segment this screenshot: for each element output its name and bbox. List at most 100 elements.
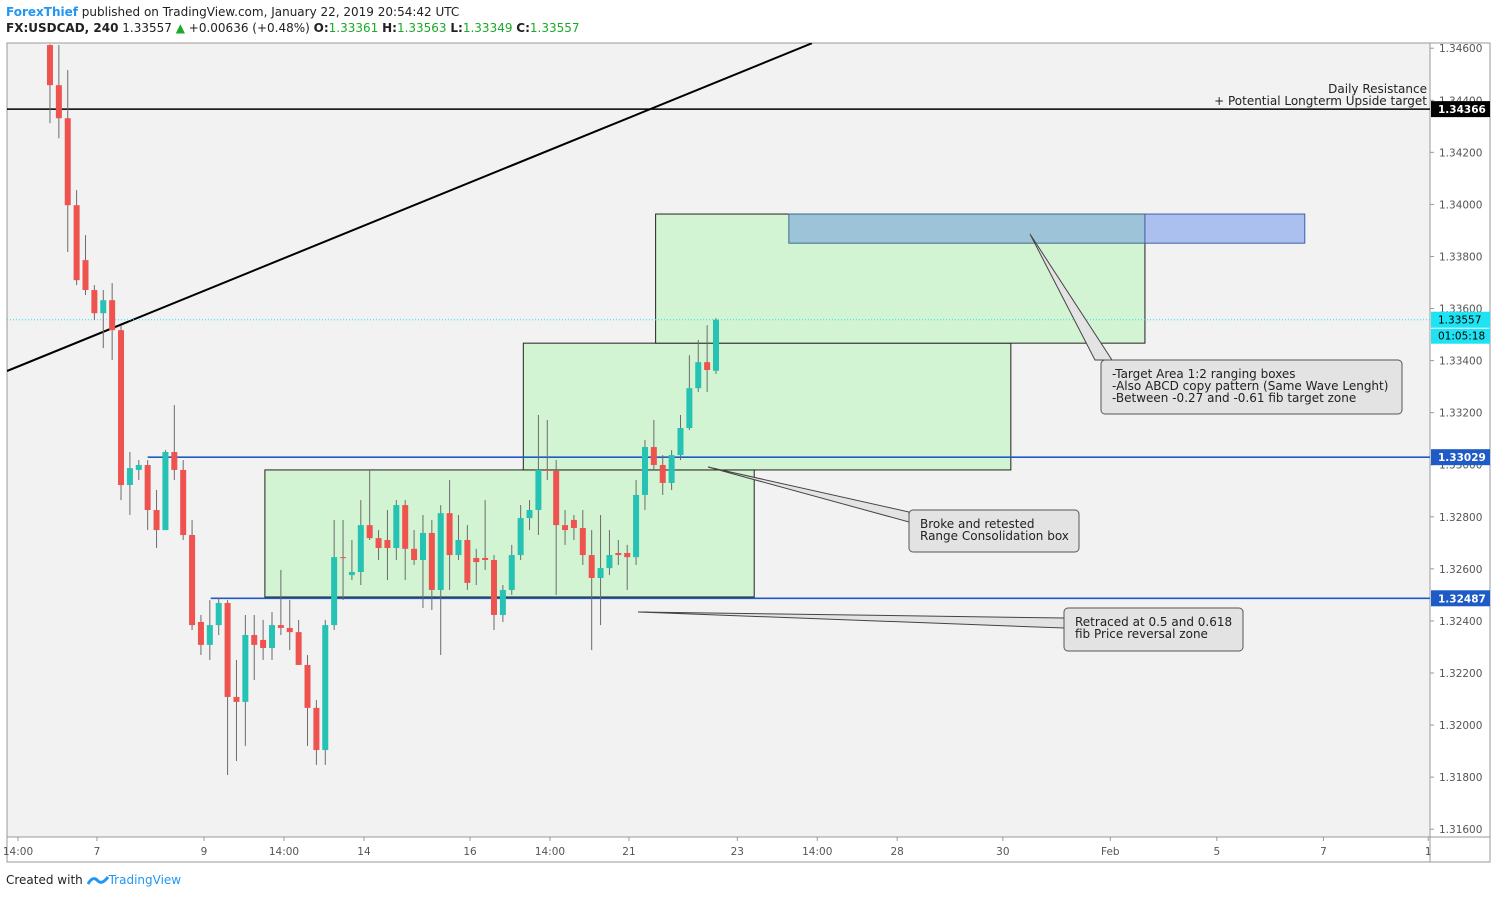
last-price-label: 1.33557: [1438, 315, 1481, 327]
candle-body: [91, 290, 98, 314]
candle-body: [402, 505, 409, 549]
ohlc-value: 1.33563: [396, 21, 447, 35]
x-tick-label: 14:00: [3, 846, 33, 858]
last: 1.33557: [122, 21, 172, 35]
countdown: 01:05:18: [1438, 331, 1485, 343]
candle-body: [464, 539, 471, 583]
candle-body: [340, 557, 347, 559]
publish-line: ForexThief published on TradingView.com,…: [6, 4, 580, 20]
zone-box: [788, 213, 1146, 244]
candle-body: [597, 568, 604, 578]
author[interactable]: ForexThief: [6, 5, 78, 19]
candle-body: [633, 494, 640, 558]
candle-body: [526, 510, 533, 519]
candle-body: [482, 557, 489, 561]
candle-body: [419, 532, 426, 561]
brand[interactable]: TradingView: [108, 873, 182, 887]
x-tick-label: 1: [1425, 846, 1432, 858]
zone-box: [522, 342, 1012, 471]
zone-box: [1144, 213, 1306, 244]
y-tick-label: 1.32400: [1439, 616, 1482, 628]
callout-text: -Also ABCD copy pattern (Same Wave Lengh…: [1112, 379, 1388, 393]
plot: [7, 43, 1430, 776]
callout-text: fib Price reversal zone: [1075, 627, 1208, 641]
ohlc-label: C:: [516, 21, 530, 35]
candle-body: [553, 470, 560, 526]
y-tick-label: 1.34200: [1439, 147, 1482, 159]
x-tick-label: 23: [731, 846, 744, 858]
callout-box: [908, 509, 1080, 553]
candle-body: [570, 519, 577, 528]
change: +0.00636 (+0.48%): [188, 21, 310, 35]
candle-body: [491, 560, 498, 615]
symbol-line: FX:USDCAD, 240 1.33557 ▲ +0.00636 (+0.48…: [6, 20, 580, 36]
candle-body: [162, 451, 169, 531]
candle-body: [153, 510, 160, 531]
x-tick-label: 21: [622, 846, 635, 858]
candle-body: [535, 469, 542, 511]
candle-body: [659, 464, 666, 483]
callout-box: [1100, 359, 1403, 415]
candle-body: [606, 555, 613, 569]
y-tick-label: 1.34600: [1439, 43, 1482, 55]
candle-body: [704, 362, 711, 370]
y-tick-label: 1.33200: [1439, 408, 1482, 420]
candle-body: [313, 707, 320, 751]
x-tick-label: 14:00: [802, 846, 832, 858]
candle-body: [544, 469, 551, 471]
candle-body: [562, 525, 569, 531]
candle-body: [180, 469, 187, 536]
candle-body: [375, 538, 382, 549]
candle-body: [224, 602, 231, 697]
candle-body: [579, 527, 586, 556]
candle-body: [322, 625, 329, 751]
candle-body: [46, 45, 53, 86]
candle-body: [713, 319, 720, 371]
candle-body: [446, 513, 453, 556]
candle-body: [206, 625, 213, 645]
candle-body: [499, 589, 506, 615]
candle-body: [393, 505, 400, 549]
candle-body: [428, 532, 435, 590]
level-label: 1.32487: [1438, 593, 1486, 605]
candle-body: [100, 300, 107, 314]
candle-body: [304, 664, 311, 708]
footer: Created with TradingView: [6, 873, 181, 887]
countdown-badge: [1431, 328, 1490, 344]
x-tick-label: 5: [1214, 846, 1221, 858]
y-tick-label: 1.32800: [1439, 512, 1482, 524]
x-tick-label: 30: [996, 846, 1009, 858]
candle-body: [233, 696, 240, 702]
candle-body: [260, 639, 267, 649]
candle-body: [624, 552, 631, 558]
candle-body: [668, 455, 675, 483]
candle-body: [197, 621, 204, 645]
candle-body: [348, 571, 355, 576]
last-price-badge: [1431, 311, 1490, 328]
candle-body: [82, 260, 89, 291]
annotation: + Potential Longterm Upside target: [1214, 94, 1427, 108]
callout-box: [1063, 607, 1244, 652]
callout-text: -Between -0.27 and -0.61 fib target zone: [1112, 391, 1356, 405]
header: ForexThief published on TradingView.com,…: [6, 4, 580, 36]
candle-body: [331, 557, 338, 626]
x-tick-label: 7: [1320, 846, 1327, 858]
x-tick-label: 16: [463, 846, 477, 858]
candle-body: [473, 557, 480, 563]
up-arrow: ▲: [175, 21, 185, 35]
y-tick-label: 1.32200: [1439, 668, 1482, 680]
x-tick-label: 28: [890, 846, 903, 858]
candle-body: [286, 627, 293, 633]
y-tick-label: 1.33800: [1439, 251, 1482, 263]
ohlc-label: O:: [313, 21, 329, 35]
candle-body: [508, 555, 515, 590]
ohlc: O:1.33361 H:1.33563 L:1.33349 C:1.33557: [314, 21, 580, 35]
callout-text: Broke and retested: [920, 517, 1034, 531]
x-tick-label: 14: [357, 846, 371, 858]
candle-body: [215, 602, 222, 626]
chart: 1.346001.344001.342001.340001.338001.336…: [3, 42, 1491, 863]
y-tick-label: 1.32000: [1439, 720, 1482, 732]
candle-body: [73, 205, 80, 281]
candle-body: [437, 513, 444, 590]
candle-body: [171, 451, 178, 470]
